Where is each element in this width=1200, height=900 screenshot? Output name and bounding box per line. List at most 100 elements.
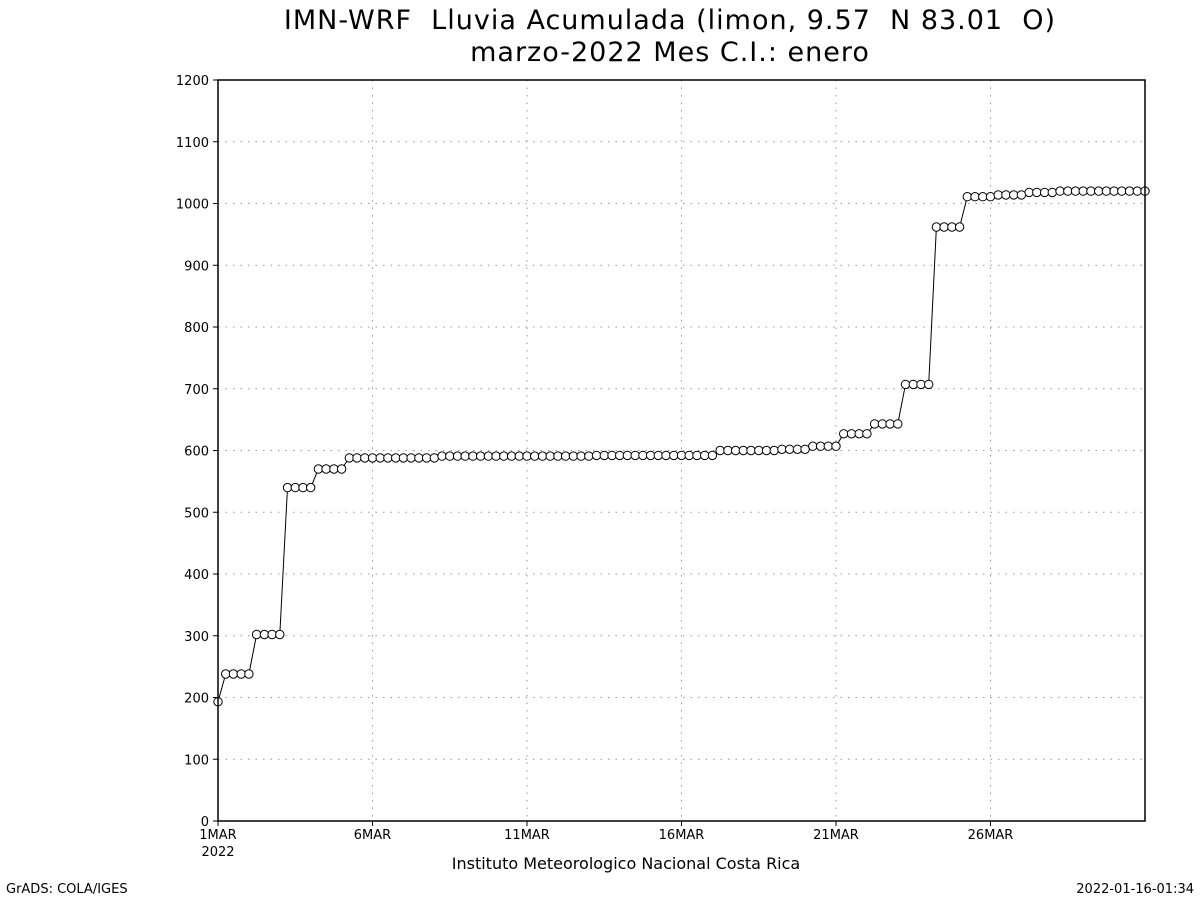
data-point bbox=[499, 451, 509, 461]
data-point bbox=[645, 450, 656, 461]
data-point bbox=[391, 453, 401, 463]
data-point bbox=[707, 450, 718, 461]
data-point bbox=[761, 445, 772, 456]
x-tick-label: 11MAR bbox=[504, 828, 550, 843]
data-point bbox=[978, 192, 988, 202]
data-point bbox=[275, 629, 285, 640]
data-point bbox=[367, 453, 378, 463]
y-tick-label: 400 bbox=[184, 568, 209, 583]
data-point bbox=[452, 451, 463, 461]
data-point bbox=[723, 445, 733, 456]
data-point bbox=[591, 450, 602, 461]
data-point bbox=[1101, 186, 1112, 196]
x-tick-label: 6MAR bbox=[354, 828, 391, 843]
data-point bbox=[259, 629, 270, 640]
axes: 0 100 200 300 400 500 600 700 800 900 1000 1100 1200… bbox=[176, 74, 1013, 860]
data-point bbox=[754, 445, 764, 456]
data-point bbox=[1117, 186, 1127, 196]
data-point bbox=[545, 451, 555, 461]
data-point bbox=[661, 450, 671, 461]
data-point bbox=[877, 419, 888, 429]
y-tick-label: 800 bbox=[184, 321, 209, 336]
data-point bbox=[1086, 186, 1096, 196]
data-point bbox=[862, 429, 872, 439]
data-point bbox=[560, 451, 571, 461]
data-point bbox=[429, 453, 439, 463]
data-point bbox=[514, 451, 524, 461]
data-point bbox=[398, 453, 409, 463]
data-point bbox=[445, 451, 455, 461]
data-point bbox=[1039, 187, 1050, 198]
data-point bbox=[1070, 186, 1081, 196]
data-point bbox=[406, 453, 416, 463]
data-point bbox=[800, 444, 810, 454]
data-point bbox=[924, 379, 934, 390]
data-point bbox=[615, 450, 625, 461]
y-tick-label: 900 bbox=[184, 259, 209, 274]
data-point bbox=[869, 419, 880, 429]
data-point bbox=[784, 444, 795, 454]
data-point bbox=[893, 419, 903, 429]
data-point bbox=[375, 453, 385, 463]
data-point bbox=[1132, 186, 1143, 196]
y-tick-label: 600 bbox=[184, 445, 209, 460]
data-point bbox=[900, 379, 911, 390]
data-point bbox=[700, 450, 710, 461]
data-point bbox=[576, 451, 586, 461]
data-point bbox=[221, 669, 231, 679]
data-point bbox=[599, 450, 609, 461]
data-point bbox=[352, 453, 362, 463]
data-point bbox=[746, 445, 756, 456]
data-point bbox=[1016, 190, 1027, 200]
data-point bbox=[522, 451, 532, 461]
data-point bbox=[553, 451, 563, 461]
data-point bbox=[1078, 186, 1088, 196]
data-point bbox=[607, 450, 617, 461]
data-point bbox=[630, 450, 640, 461]
x-tick-sublabel: 2022 bbox=[201, 845, 234, 860]
data-point bbox=[282, 482, 293, 493]
data-point bbox=[730, 445, 741, 456]
data-point bbox=[290, 482, 300, 493]
data-point bbox=[584, 451, 594, 461]
data-point bbox=[321, 464, 331, 474]
x-tick-label: 1MAR bbox=[199, 828, 236, 843]
data-point bbox=[676, 450, 687, 461]
y-tick-label: 700 bbox=[184, 383, 209, 398]
data-point bbox=[1009, 190, 1019, 200]
data-point bbox=[638, 450, 648, 461]
data-point bbox=[1124, 186, 1135, 196]
data-point bbox=[298, 482, 308, 493]
data-point bbox=[831, 441, 841, 451]
data-point bbox=[653, 450, 663, 461]
data-point bbox=[568, 451, 579, 461]
data-point bbox=[267, 629, 277, 640]
data-point bbox=[823, 441, 833, 451]
y-tick-label: 1200 bbox=[176, 74, 209, 89]
data-point bbox=[344, 453, 354, 463]
data-point bbox=[684, 450, 694, 461]
data-point bbox=[236, 669, 246, 679]
data-point bbox=[738, 445, 748, 456]
x-tick-label: 16MAR bbox=[659, 828, 705, 843]
data-point bbox=[839, 429, 849, 439]
data-point bbox=[1047, 187, 1058, 198]
data-point bbox=[1001, 190, 1011, 200]
y-tick-label: 1000 bbox=[176, 198, 209, 213]
data-point bbox=[916, 379, 926, 390]
data-point bbox=[993, 190, 1003, 200]
data-point bbox=[792, 444, 803, 454]
data-point bbox=[815, 441, 826, 451]
data-point bbox=[313, 464, 324, 474]
data-point bbox=[360, 453, 370, 463]
data-point bbox=[769, 445, 779, 456]
data-point bbox=[1032, 187, 1042, 198]
data-point bbox=[414, 453, 424, 463]
x-axis-title: Instituto Meteorologico Nacional Costa R… bbox=[452, 854, 800, 873]
data-point bbox=[460, 451, 470, 461]
footer-left: GrADS: COLA/IGES bbox=[6, 882, 128, 897]
data-point bbox=[669, 450, 679, 461]
data-point bbox=[383, 453, 393, 463]
data-point bbox=[777, 444, 787, 454]
